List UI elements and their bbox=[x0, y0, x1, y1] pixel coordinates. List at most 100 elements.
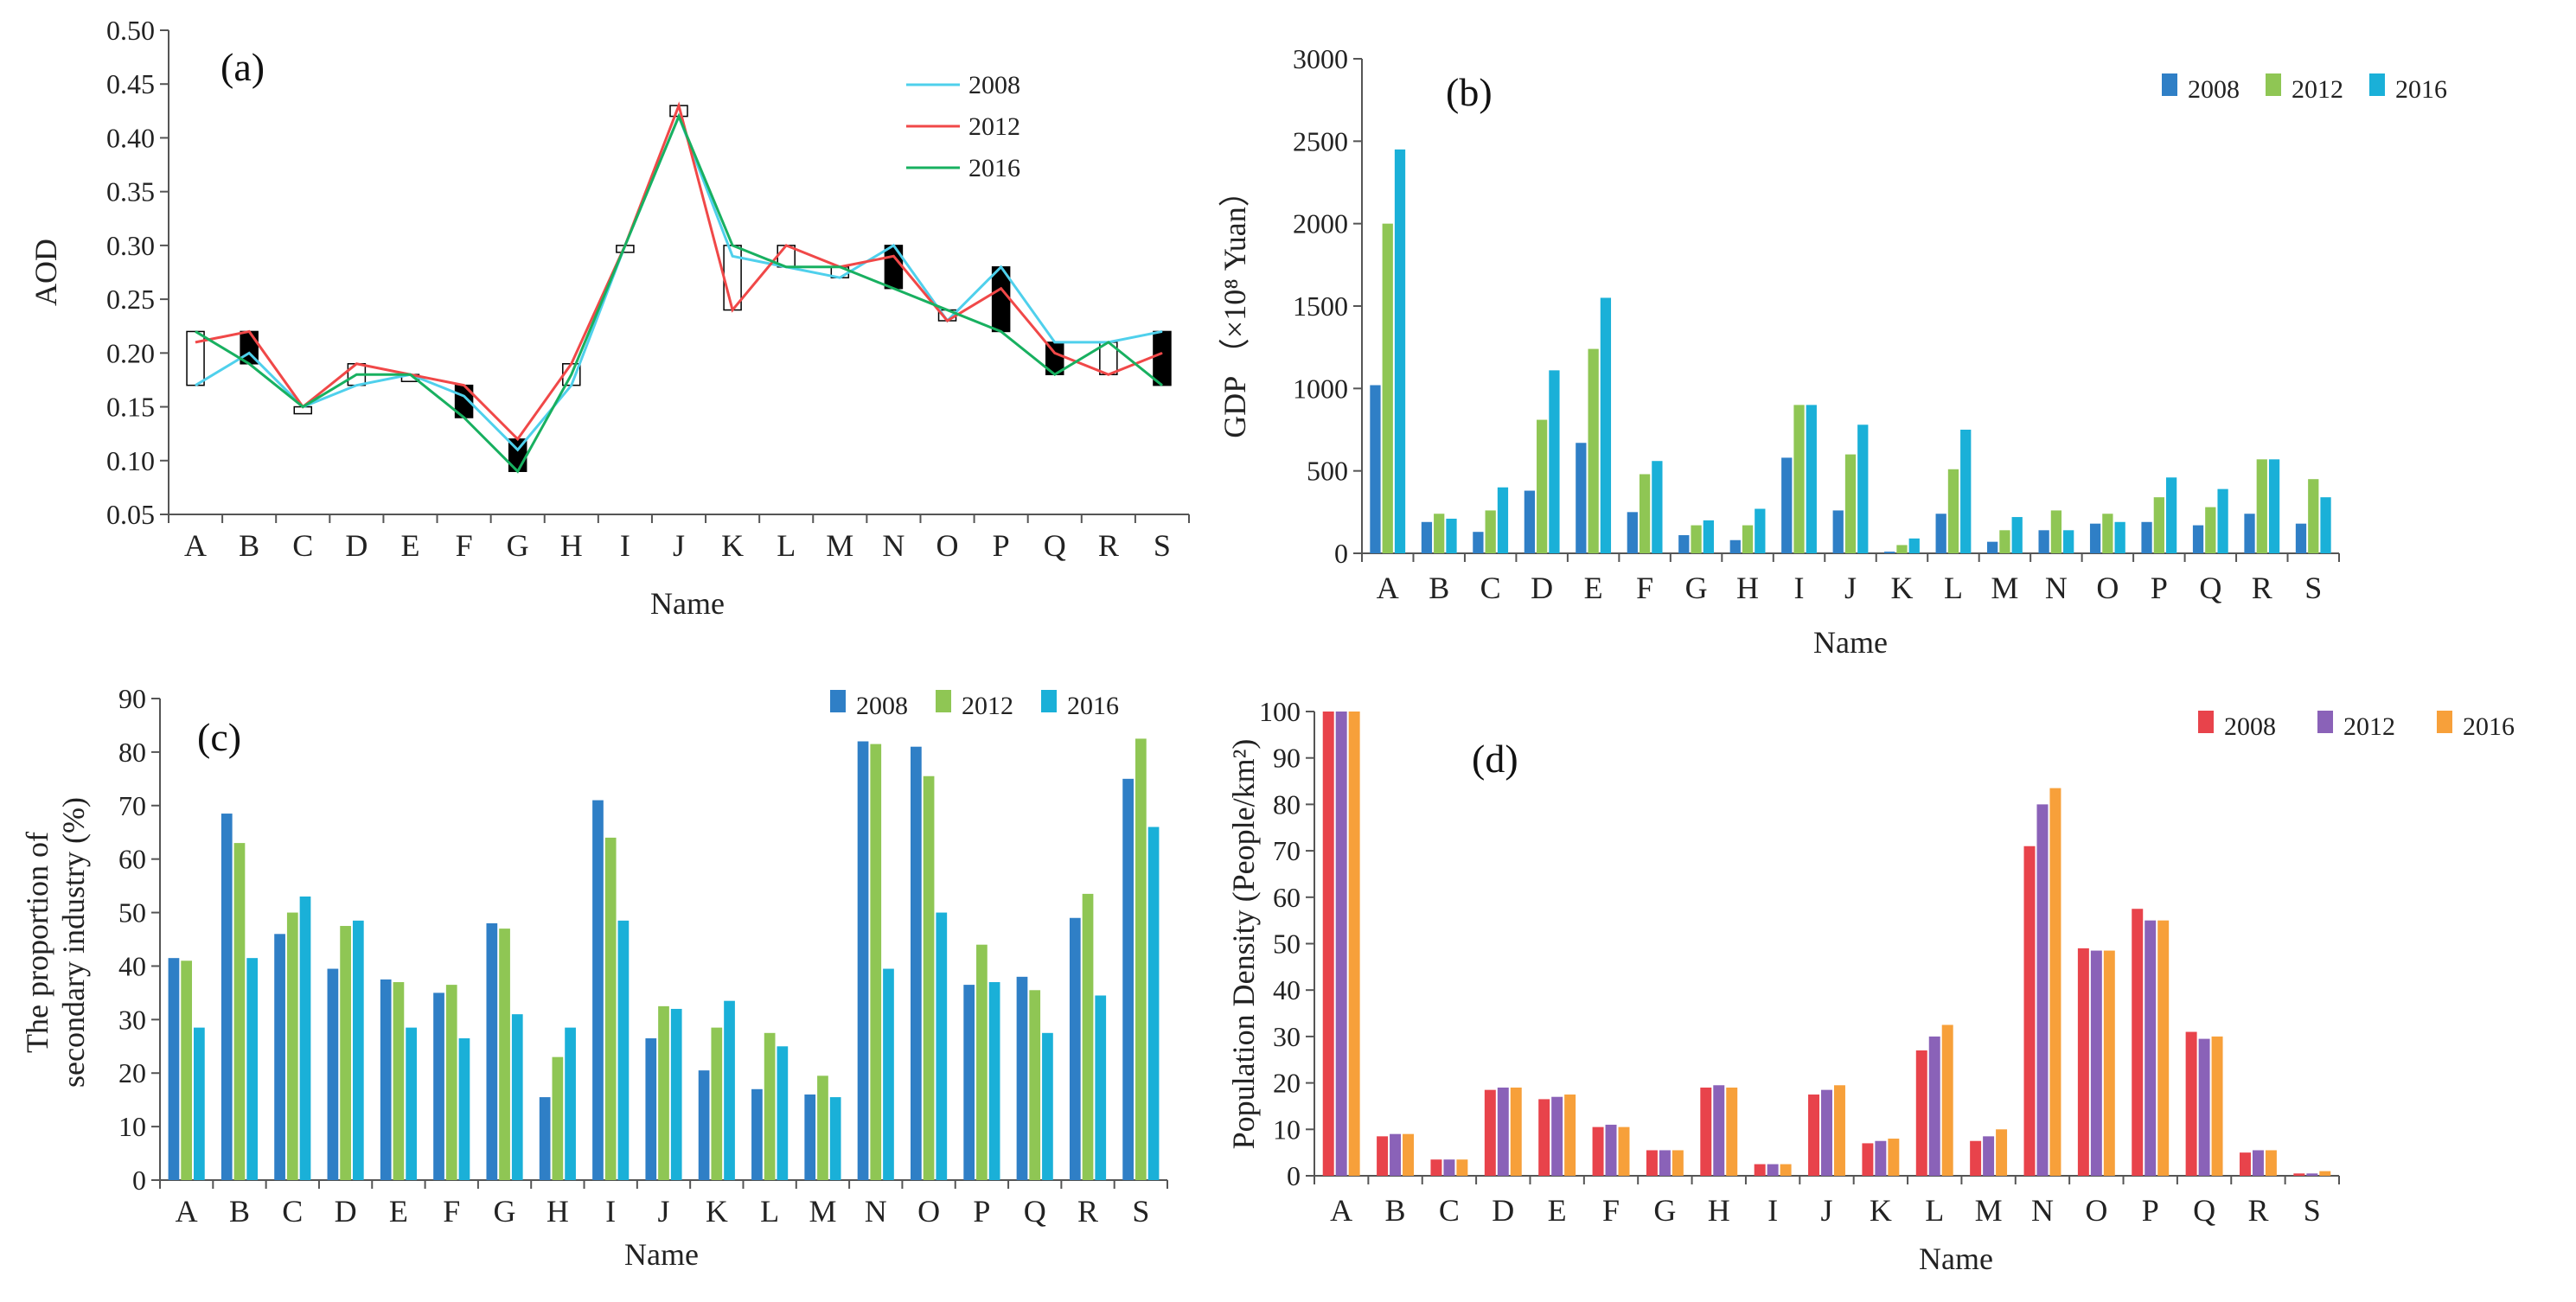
data-point bbox=[892, 245, 894, 246]
bar-2008-E bbox=[1576, 443, 1587, 553]
x-tick-label: J bbox=[657, 1194, 669, 1229]
bar-2016-D bbox=[1549, 370, 1560, 553]
bar-2008-N bbox=[2023, 846, 2036, 1176]
bar-2016-R bbox=[2265, 1150, 2277, 1176]
data-point bbox=[1000, 266, 1002, 268]
bar-2016-K bbox=[1888, 1139, 1900, 1176]
x-tick-label: E bbox=[1548, 1193, 1567, 1228]
bar-2016-I bbox=[1806, 405, 1817, 553]
legend-label: 2016 bbox=[1067, 692, 1119, 720]
bar-2012-G bbox=[499, 929, 510, 1180]
data-point bbox=[1161, 352, 1163, 354]
bar-2008-P bbox=[963, 985, 975, 1180]
x-tick-label: P bbox=[973, 1194, 990, 1229]
y-axis-title: AOD bbox=[29, 239, 63, 306]
bar-2016-J bbox=[1833, 1085, 1845, 1176]
x-tick-label: L bbox=[760, 1194, 779, 1229]
bar-2016-C bbox=[299, 896, 311, 1180]
y-tick-label: 0.35 bbox=[106, 176, 155, 207]
legend-label: 2008 bbox=[2188, 75, 2240, 104]
bar-2016-B bbox=[246, 958, 259, 1180]
bar-2008-F bbox=[1627, 512, 1638, 553]
bar-2012-S bbox=[2308, 479, 2319, 553]
legend-swatch bbox=[936, 690, 951, 712]
x-tick-label: A bbox=[1330, 1193, 1352, 1228]
y-tick-label: 80 bbox=[118, 737, 146, 768]
bar-2008-N bbox=[2038, 530, 2049, 553]
x-tick-label: B bbox=[239, 528, 259, 563]
data-point bbox=[409, 373, 411, 375]
legend-label: 2016 bbox=[968, 154, 1020, 182]
data-point bbox=[195, 330, 196, 332]
legend-label: 2008 bbox=[2224, 712, 2276, 741]
legend-label: 2012 bbox=[2343, 712, 2395, 741]
bar-2012-N bbox=[870, 744, 882, 1180]
bar-2012-Q bbox=[1029, 990, 1041, 1180]
bar-2008-R bbox=[2239, 1152, 2251, 1176]
bar-2012-P bbox=[2145, 920, 2157, 1176]
bar-2008-D bbox=[327, 968, 339, 1180]
y-tick-label: 0 bbox=[1334, 538, 1348, 569]
bar-2012-C bbox=[286, 912, 298, 1180]
bar-2012-F bbox=[1605, 1124, 1617, 1176]
legend-swatch bbox=[2317, 711, 2333, 733]
data-point bbox=[463, 395, 465, 397]
legend-label: 2008 bbox=[856, 692, 908, 720]
bar-2012-O bbox=[2090, 950, 2102, 1176]
y-tick-label: 10 bbox=[1273, 1114, 1301, 1145]
bar-2016-F bbox=[1652, 461, 1663, 553]
x-tick-label: S bbox=[1154, 528, 1171, 563]
x-tick-label: E bbox=[400, 528, 419, 563]
bar-2016-C bbox=[1497, 487, 1509, 553]
legend-swatch bbox=[2266, 73, 2281, 96]
bar-2016-J bbox=[670, 1008, 682, 1180]
bar-2008-P bbox=[2141, 521, 2152, 553]
x-tick-label: N bbox=[2031, 1193, 2054, 1228]
data-point bbox=[1108, 373, 1109, 375]
range-marker bbox=[1153, 330, 1172, 386]
bar-2016-C bbox=[1456, 1159, 1468, 1176]
bar-2016-L bbox=[1941, 1024, 1953, 1176]
bar-2012-G bbox=[1659, 1150, 1671, 1176]
y-tick-label: 0.45 bbox=[106, 68, 155, 99]
x-tick-label: H bbox=[560, 528, 583, 563]
legend: 2008 2012 2016 bbox=[2162, 73, 2447, 104]
x-tick-label: M bbox=[826, 528, 853, 563]
y-axis-title: The proportion of bbox=[20, 832, 54, 1053]
bar-2008-A bbox=[168, 958, 180, 1180]
x-tick-label: I bbox=[1767, 1193, 1778, 1228]
x-tick-label: D bbox=[1531, 571, 1553, 605]
x-tick-label: O bbox=[917, 1194, 940, 1229]
bar-2012-I bbox=[1767, 1164, 1779, 1176]
bar-2016-B bbox=[1446, 518, 1457, 553]
y-tick-label: 90 bbox=[1273, 743, 1301, 774]
legend-label: 2016 bbox=[2463, 712, 2515, 741]
bar-2008-O bbox=[911, 746, 922, 1180]
bar-2012-F bbox=[1639, 474, 1651, 553]
bar-2008-S bbox=[1122, 778, 1134, 1180]
x-tick-label: R bbox=[1098, 528, 1119, 563]
bar-2012-S bbox=[1135, 738, 1147, 1180]
data-point bbox=[1108, 341, 1109, 343]
data-point bbox=[785, 245, 787, 246]
x-tick-label: J bbox=[1844, 571, 1857, 605]
x-tick-label: F bbox=[1636, 571, 1653, 605]
y-tick-label: 0.30 bbox=[106, 230, 155, 261]
bar-2012-C bbox=[1485, 510, 1496, 553]
y-tick-label: 1000 bbox=[1293, 373, 1348, 404]
bar-2008-A bbox=[1322, 712, 1334, 1176]
bar-2016-A bbox=[194, 1027, 205, 1180]
bar-2008-M bbox=[1987, 541, 1998, 553]
bar-2008-L bbox=[1935, 514, 1946, 553]
y-tick-label: 60 bbox=[1273, 882, 1301, 913]
x-tick-label: B bbox=[1429, 571, 1449, 605]
x-tick-label: G bbox=[1653, 1193, 1676, 1228]
x-tick-label: M bbox=[1991, 571, 2018, 605]
legend-label: 2012 bbox=[2292, 75, 2343, 104]
data-point bbox=[1161, 385, 1163, 386]
bar-2012-D bbox=[340, 926, 351, 1180]
data-point bbox=[571, 385, 572, 386]
bar-2008-N bbox=[857, 741, 869, 1180]
bar-2012-A bbox=[181, 961, 193, 1180]
bar-2012-Q bbox=[2198, 1038, 2210, 1176]
